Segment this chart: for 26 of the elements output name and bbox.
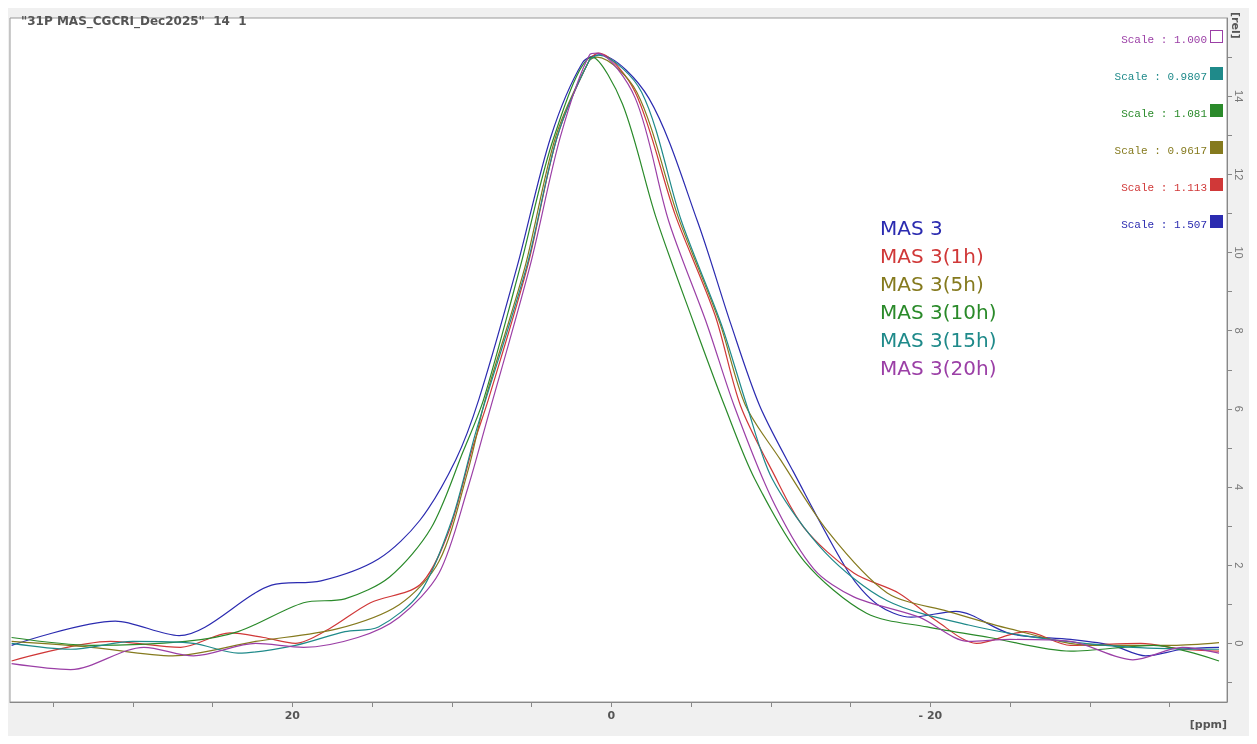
y-axis-title: [rel] xyxy=(1229,12,1242,39)
x-tick-label: 20 xyxy=(284,709,301,722)
text: MAS 3 xyxy=(880,216,943,240)
x-tick-label: - 20 xyxy=(918,709,943,722)
y-tick-label: 2 xyxy=(1232,562,1245,569)
text: MAS 3(5h) xyxy=(880,272,984,296)
y-tick-label: 12 xyxy=(1232,168,1245,181)
y-tick-label: 0 xyxy=(1232,640,1245,647)
text: MAS 3(15h) xyxy=(880,328,997,352)
annotation: Scale : 0.9807 xyxy=(1114,71,1207,83)
annotation: Scale : 0.9617 xyxy=(1114,145,1207,157)
y-tick-label: 10 xyxy=(1232,246,1245,259)
y-tick-label: 4 xyxy=(1232,483,1245,491)
x-axis-title: [ppm] xyxy=(1189,718,1227,731)
y-tick-label: 14 xyxy=(1232,90,1245,103)
y-tick-label: 8 xyxy=(1232,327,1245,334)
annotation: Scale : 1.507 xyxy=(1121,219,1207,231)
text: MAS 3(10h) xyxy=(880,300,997,324)
annotation: Scale : 1.081 xyxy=(1121,108,1207,120)
annotation: Scale : 1.000 xyxy=(1121,34,1207,46)
y-tick-label: 6 xyxy=(1232,405,1245,412)
text: MAS 3(1h) xyxy=(880,244,984,268)
chart-title: "31P MAS_CGCRI_Dec2025" 14 1 xyxy=(21,14,247,29)
annotation: Scale : 1.113 xyxy=(1121,182,1207,194)
text: MAS 3(20h) xyxy=(880,356,997,380)
x-tick-label: 0 xyxy=(607,709,616,722)
